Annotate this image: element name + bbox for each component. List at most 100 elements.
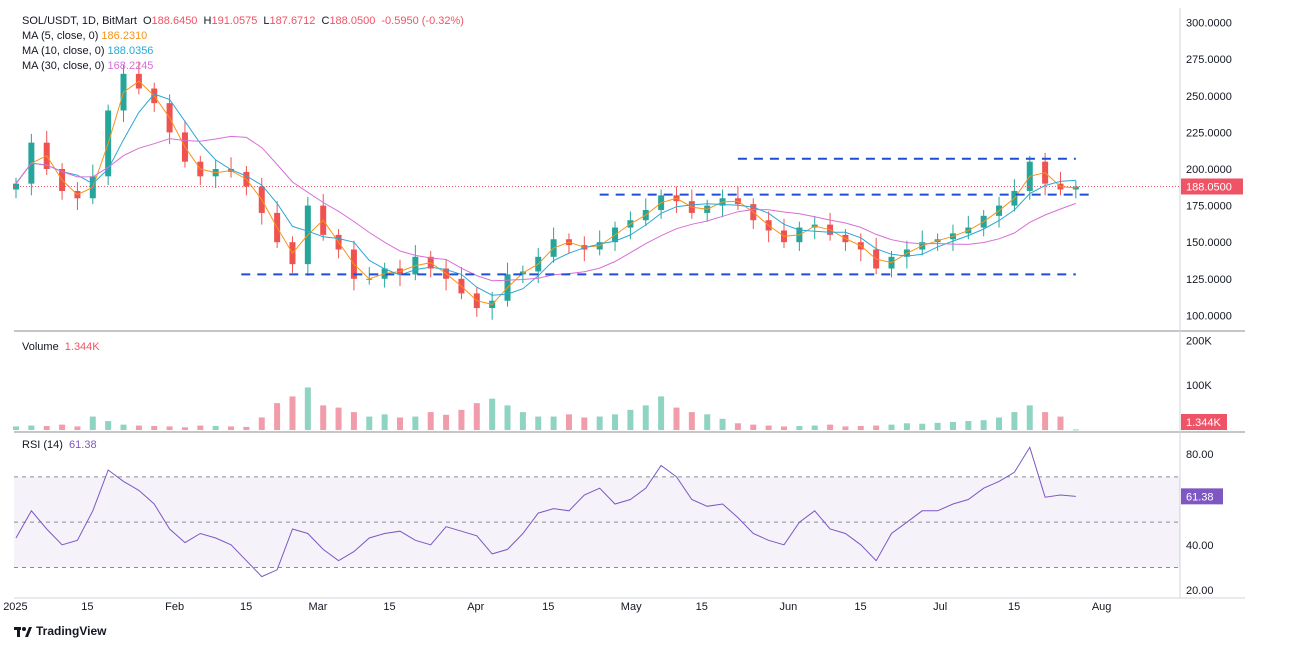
last-price-badge — [1181, 178, 1243, 195]
ma10-legend[interactable]: MA (10, close, 0) 188.0356 — [22, 44, 467, 59]
low-label: L — [263, 15, 270, 27]
volume-bar — [734, 423, 741, 430]
volume-bar — [74, 426, 81, 430]
volume-bar — [704, 414, 711, 430]
volume-bar — [811, 425, 818, 430]
time-axis-tick: Jun — [780, 601, 798, 613]
volume-bar — [888, 424, 895, 430]
volume-bar — [903, 423, 910, 430]
volume-bar — [504, 405, 511, 430]
price-axis-tick: 125.0000 — [1186, 274, 1232, 286]
volume-bar — [796, 425, 803, 430]
volume-value: 1.344K — [64, 341, 100, 353]
volume-bar — [642, 405, 649, 430]
volume-bar — [658, 396, 665, 430]
volume-bar — [228, 426, 235, 430]
rsi-label: RSI (14) — [22, 439, 63, 451]
volume-bar — [719, 418, 726, 430]
close-value: 188.0500 — [329, 15, 376, 27]
tradingview-icon — [14, 626, 32, 637]
time-axis-tick: Mar — [308, 601, 327, 613]
volume-bar — [59, 424, 66, 430]
volume-badge — [1181, 414, 1227, 430]
volume-bar — [919, 423, 926, 430]
rsi-badge — [1181, 488, 1223, 505]
volume-bar — [443, 414, 450, 430]
volume-bar — [43, 425, 50, 430]
brand-label: TradingView — [36, 624, 107, 638]
volume-bar — [135, 425, 142, 430]
price-axis-tick: 225.0000 — [1186, 127, 1232, 139]
tradingview-logo[interactable]: TradingView — [14, 624, 106, 638]
price-axis-tick: 175.0000 — [1186, 201, 1232, 213]
volume-axis-tick: 200K — [1186, 335, 1212, 347]
volume-legend[interactable]: Volume 1.344K — [22, 340, 103, 355]
volume-bar — [612, 414, 619, 430]
ma30-value: 168.2245 — [107, 60, 154, 72]
volume-bar — [965, 421, 972, 430]
price-axis-tick: 150.0000 — [1186, 237, 1232, 249]
volume-bar — [381, 414, 388, 430]
volume-bar — [151, 425, 158, 430]
volume-bar — [996, 417, 1003, 430]
volume-bar — [166, 426, 173, 430]
volume-bar — [13, 426, 19, 430]
volume-bar — [688, 412, 695, 430]
rsi-band — [14, 476, 1180, 568]
ma5-legend[interactable]: MA (5, close, 0) 186.2310 — [22, 29, 467, 44]
rsi-axis-tick: 80.00 — [1186, 449, 1214, 461]
time-axis-tick: 15 — [854, 601, 866, 613]
volume-bar — [949, 421, 956, 430]
high-label: H — [203, 15, 212, 27]
volume-bar — [857, 425, 864, 430]
volume-bar — [519, 412, 526, 430]
ma10-line — [15, 93, 1076, 296]
open-label: O — [142, 15, 152, 27]
time-axis-tick: 15 — [383, 601, 395, 613]
volume-bar — [673, 407, 680, 430]
volume-bar — [427, 412, 434, 430]
volume-bar — [181, 427, 188, 430]
main-legend: SOL/USDT, 1D, BitMart O188.6450 H191.057… — [22, 14, 467, 74]
time-axis-tick: 15 — [81, 601, 93, 613]
time-axis-tick: 15 — [1008, 601, 1020, 613]
candle-body — [1072, 186, 1079, 190]
rsi-line — [15, 446, 1076, 578]
volume-bar — [750, 424, 757, 430]
volume-bar — [366, 416, 373, 430]
volume-bar — [1072, 429, 1079, 431]
ma5-value: 186.2310 — [101, 30, 148, 42]
volume-bar — [1042, 412, 1049, 430]
volume-bar — [1026, 405, 1033, 430]
ma30-legend[interactable]: MA (30, close, 0) 168.2245 — [22, 59, 467, 74]
volume-bar — [873, 425, 880, 430]
rsi-badge-text: 61.38 — [1186, 491, 1214, 503]
volume-bar — [627, 409, 634, 430]
close-label: C — [321, 15, 330, 27]
volume-bar — [289, 396, 296, 430]
ma5-label: MA (5, close, 0) — [22, 30, 99, 42]
volume-bar — [197, 425, 204, 430]
volume-bar — [258, 417, 265, 430]
price-axis-tick: 275.0000 — [1186, 54, 1232, 66]
ma10-value: 188.0356 — [107, 45, 154, 57]
volume-bar — [28, 425, 35, 430]
open-value: 188.6450 — [151, 15, 198, 27]
volume-bar — [489, 398, 496, 430]
volume-bar — [412, 416, 419, 430]
volume-bar — [473, 403, 480, 430]
symbol-label[interactable]: SOL/USDT, 1D, BitMart — [22, 15, 137, 27]
volume-bar — [581, 417, 588, 430]
rsi-legend[interactable]: RSI (14) 61.38 — [22, 438, 100, 453]
time-axis-tick: May — [621, 601, 642, 613]
rsi-axis-tick: 40.00 — [1186, 540, 1214, 552]
volume-bar — [565, 414, 572, 430]
volume-bar — [934, 422, 941, 430]
volume-bar — [1011, 412, 1018, 430]
time-axis-tick: 15 — [696, 601, 708, 613]
volume-bar — [212, 425, 219, 430]
volume-bar — [827, 424, 834, 430]
time-axis-tick: 15 — [240, 601, 252, 613]
